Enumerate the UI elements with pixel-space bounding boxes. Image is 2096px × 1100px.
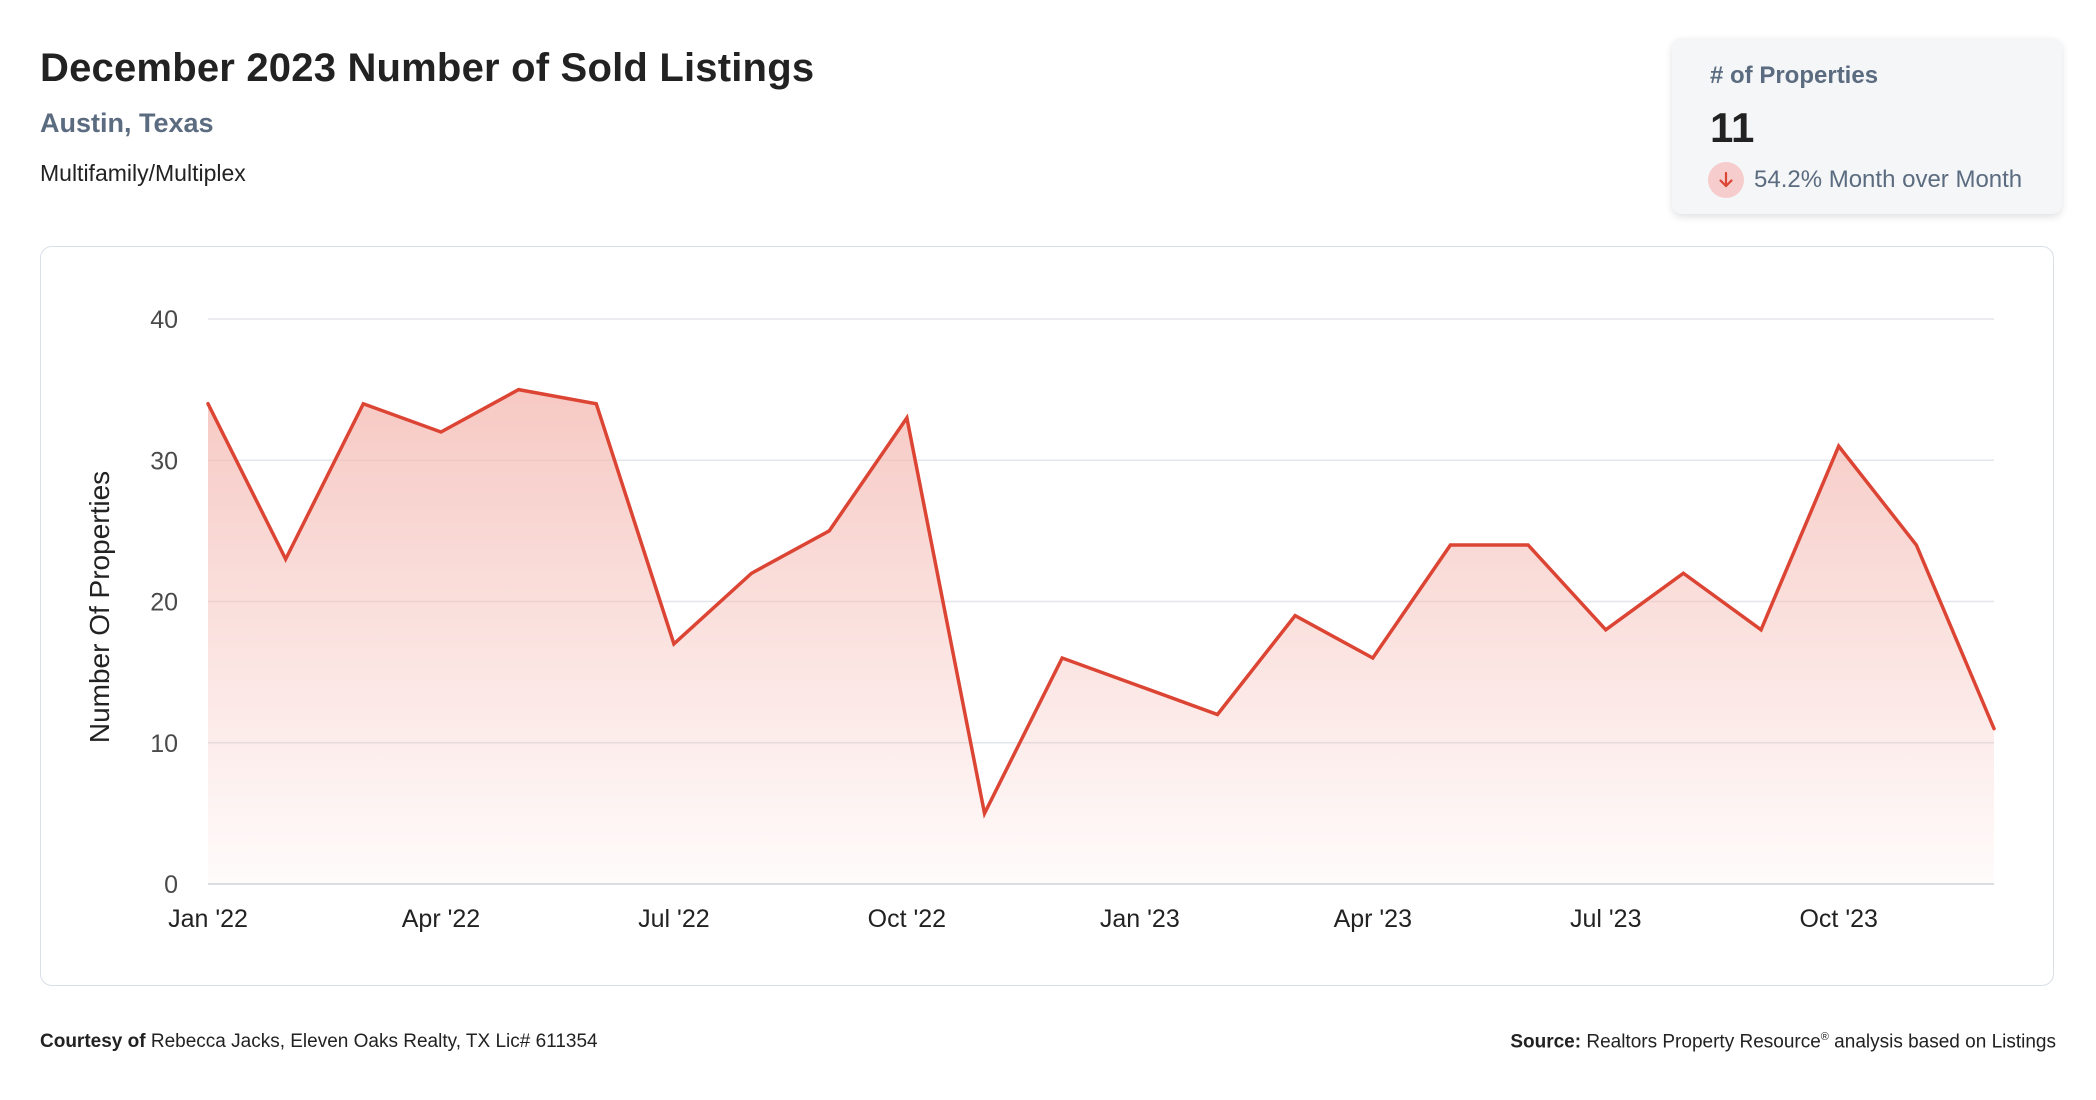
- kpi-label: # of Properties: [1710, 62, 1879, 89]
- x-tick-label: Oct '23: [1799, 905, 1877, 933]
- kpi-value: 11: [1710, 104, 1755, 151]
- kpi-card: # of Properties 11 54.2% Month over Mont…: [1672, 38, 2062, 214]
- y-axis-label: Number Of Properties: [84, 471, 115, 743]
- line-chart: 0 10 20 30 40 Jan '22 Apr '22 Jul '22 Oct '22 Ja…: [84, 306, 1996, 933]
- x-tick-label: Jul '23: [1570, 905, 1641, 933]
- x-tick-label: Jan '22: [168, 905, 248, 933]
- y-tick-label: 40: [150, 306, 178, 334]
- y-tick-label: 30: [150, 447, 178, 475]
- x-tick-label: Jan '23: [1100, 905, 1180, 933]
- y-tick-label: 0: [164, 871, 178, 899]
- property-type-label: Multifamily/Multiplex: [40, 160, 246, 186]
- courtesy-footer: Courtesy of Rebecca Jacks, Eleven Oaks R…: [40, 1031, 598, 1053]
- source-footer: Source: Realtors Property Resource® anal…: [1510, 1031, 2056, 1053]
- arrow-down-icon: [1708, 162, 1744, 198]
- x-tick-label: Apr '22: [402, 905, 480, 933]
- series-line: [206, 387, 1996, 819]
- y-tick-label: 10: [150, 730, 178, 758]
- source-text-b: analysis based on Listings: [1828, 1031, 2056, 1053]
- source-label: Source:: [1510, 1031, 1582, 1053]
- chart-container: 0 10 20 30 40 Jan '22 Apr '22 Jul '22 Oct '22 Ja…: [40, 246, 2054, 986]
- registered-mark: ®: [1820, 1031, 1829, 1043]
- location-label: Austin, Texas: [40, 108, 214, 138]
- x-tick-label: Apr '23: [1334, 905, 1412, 933]
- kpi-change-text: 54.2% Month over Month: [1754, 166, 2023, 193]
- source-text-a: Realtors Property Resource: [1586, 1031, 1821, 1053]
- courtesy-label: Courtesy of: [40, 1031, 146, 1052]
- kpi-change: 54.2% Month over Month: [1708, 162, 2022, 198]
- series-area: [208, 389, 1994, 884]
- x-tick-label: Jul '22: [638, 905, 709, 933]
- x-tick-label: Oct '22: [868, 905, 946, 933]
- page-title: December 2023 Number of Sold Listings: [40, 46, 815, 90]
- courtesy-text: Rebecca Jacks, Eleven Oaks Realty, TX Li…: [150, 1031, 598, 1052]
- y-tick-label: 20: [150, 589, 178, 617]
